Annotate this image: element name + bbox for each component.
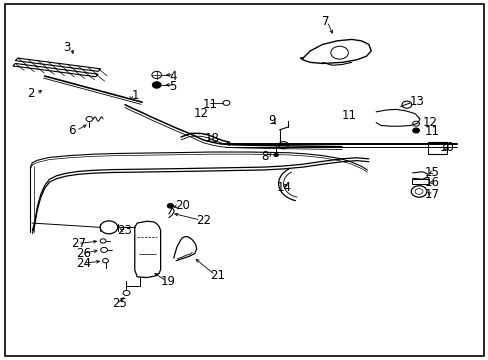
Text: 5: 5 xyxy=(168,80,176,93)
Text: 3: 3 xyxy=(63,41,70,54)
Circle shape xyxy=(412,128,419,133)
Text: 10: 10 xyxy=(439,141,453,154)
Text: 9: 9 xyxy=(267,114,275,127)
Text: 12: 12 xyxy=(193,107,208,120)
Text: 20: 20 xyxy=(175,199,190,212)
Text: 14: 14 xyxy=(276,181,290,194)
Text: 7: 7 xyxy=(321,15,328,28)
Text: 27: 27 xyxy=(71,237,86,250)
Circle shape xyxy=(167,204,173,208)
Text: 11: 11 xyxy=(424,125,439,138)
FancyBboxPatch shape xyxy=(427,142,446,154)
Text: 17: 17 xyxy=(424,188,439,201)
Text: 8: 8 xyxy=(261,150,268,163)
Text: 4: 4 xyxy=(168,69,176,82)
Text: 11: 11 xyxy=(203,98,218,111)
Text: 12: 12 xyxy=(422,116,437,129)
Text: 1: 1 xyxy=(131,89,139,102)
Text: 2: 2 xyxy=(27,87,35,100)
Text: 25: 25 xyxy=(112,297,126,310)
Text: 22: 22 xyxy=(195,214,210,227)
Text: 6: 6 xyxy=(68,124,75,137)
Text: 11: 11 xyxy=(341,109,356,122)
Circle shape xyxy=(273,153,278,157)
Text: 26: 26 xyxy=(76,247,91,260)
Text: 15: 15 xyxy=(424,166,439,179)
Text: 21: 21 xyxy=(210,269,225,282)
Text: 24: 24 xyxy=(76,257,91,270)
Text: 13: 13 xyxy=(408,95,423,108)
Circle shape xyxy=(152,82,161,88)
Text: 23: 23 xyxy=(117,224,131,237)
Text: 18: 18 xyxy=(204,132,219,145)
Text: 16: 16 xyxy=(424,176,439,189)
Text: 19: 19 xyxy=(160,275,175,288)
